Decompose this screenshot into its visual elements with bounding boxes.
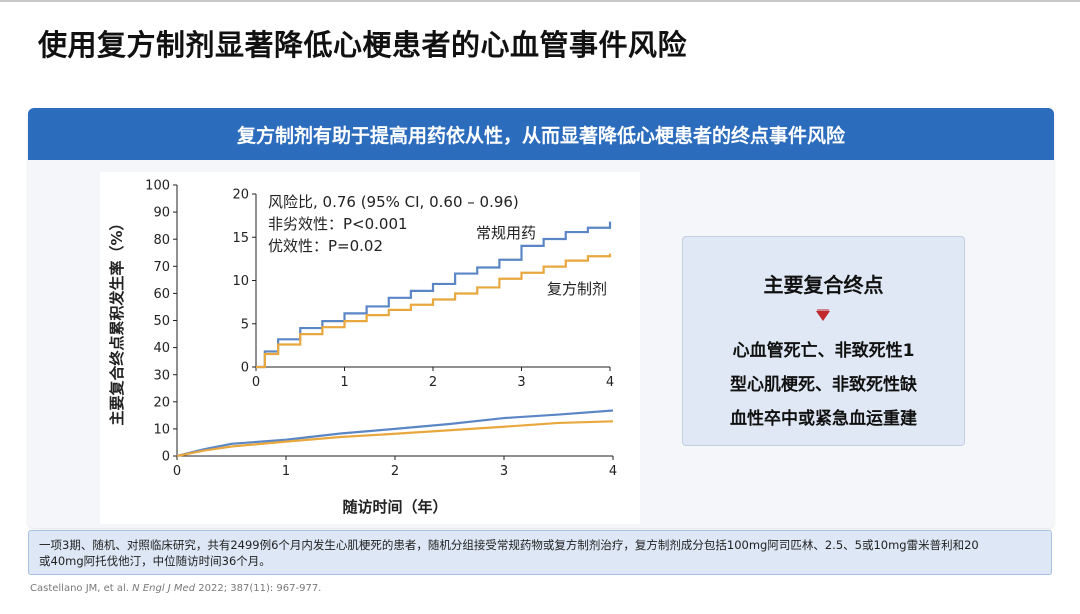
inset-series-line: [256, 221, 612, 369]
slide-title: 使用复方制剂显著降低心梗患者的心血管事件风险: [38, 28, 688, 62]
panel-header: 复方制剂有助于提高用药依从性，从而显著降低心梗患者的终点事件风险: [28, 108, 1054, 160]
main-x-axis-label: 随访时间（年）: [342, 498, 447, 516]
inset-annotation: 优效性：P=0.02: [268, 237, 383, 255]
inset-x-tick-label: 4: [606, 375, 614, 390]
inset-annotation: 风险比, 0.76 (95% CI, 0.60 – 0.96): [268, 193, 519, 211]
main-x-tick-label: 4: [609, 464, 617, 479]
main-series-line: [176, 409, 614, 458]
inset-y-tick-label: 15: [232, 231, 249, 246]
main-y-tick-label: 90: [153, 206, 170, 221]
top-rule: [0, 0, 1080, 2]
citation: Castellano JM, et al. N Engl J Med 2022;…: [30, 583, 321, 594]
footnote-line: 或40mg阿托伐他汀，中位随访时间36个月。: [39, 554, 271, 568]
study-footnote: 一项3期、随机、对照临床研究，共有2499例6个月内发生心肌梗死的患者，随机分组…: [28, 530, 1052, 575]
chart-area: [100, 172, 640, 524]
inset-x-tick-label: 2: [429, 375, 437, 390]
inset-series-line: [256, 253, 612, 369]
main-y-axis-label: 主要复合终点累积发生率（%）: [108, 215, 126, 425]
main-y-tick-label: 70: [153, 260, 170, 275]
inset-y-tick-label: 20: [232, 188, 249, 203]
inset-x-tick-label: 1: [340, 375, 348, 390]
endpoint-definition: 心血管死亡、非致死性1 型心肌梗死、非致死性缺 血性卒中或紧急血运重建: [683, 334, 964, 436]
legend-usual-care: 常规用药: [476, 224, 536, 242]
main-x-tick-label: 1: [282, 464, 290, 479]
footnote-line: 一项3期、随机、对照临床研究，共有2499例6个月内发生心肌梗死的患者，随机分组…: [39, 538, 979, 552]
inset-y-tick-label: 10: [232, 274, 249, 289]
endpoint-line: 型心肌梗死、非致死性缺: [730, 375, 917, 395]
inset-x-tick-label: 3: [517, 375, 525, 390]
inset-x-tick-label: 0: [252, 375, 260, 390]
main-x-tick-label: 3: [500, 464, 508, 479]
citation-authors: Castellano JM, et al.: [30, 583, 133, 594]
legend-polypill: 复方制剂: [547, 280, 607, 298]
down-arrow-icon: [816, 309, 830, 321]
inset-y-tick-label: 0: [241, 361, 249, 376]
endpoint-title: 主要复合终点: [763, 273, 884, 297]
inset-y-tick-label: 5: [241, 317, 249, 332]
endpoint-line: 血性卒中或紧急血运重建: [730, 409, 917, 429]
main-y-tick-label: 30: [153, 368, 170, 383]
citation-rest: 2022; 387(11): 967-977.: [195, 583, 322, 594]
main-y-tick-label: 0: [162, 450, 170, 465]
citation-journal: N Engl J Med: [132, 583, 196, 594]
main-y-tick-label: 20: [153, 395, 170, 410]
main-y-tick-label: 60: [153, 287, 170, 302]
main-y-tick-label: 10: [153, 422, 170, 437]
inset-annotation: 非劣效性：P<0.001: [268, 215, 408, 233]
main-y-tick-label: 50: [153, 314, 170, 329]
main-series-line: [176, 420, 614, 458]
main-y-tick-label: 40: [153, 341, 170, 356]
main-y-tick-label: 80: [153, 233, 170, 248]
main-x-tick-label: 0: [173, 464, 181, 479]
endpoint-box: 主要复合终点 心血管死亡、非致死性1 型心肌梗死、非致死性缺 血性卒中或紧急血运…: [682, 236, 965, 446]
main-x-tick-label: 2: [391, 464, 399, 479]
main-y-tick-label: 100: [145, 179, 170, 194]
endpoint-line: 心血管死亡、非致死性1: [732, 341, 915, 361]
